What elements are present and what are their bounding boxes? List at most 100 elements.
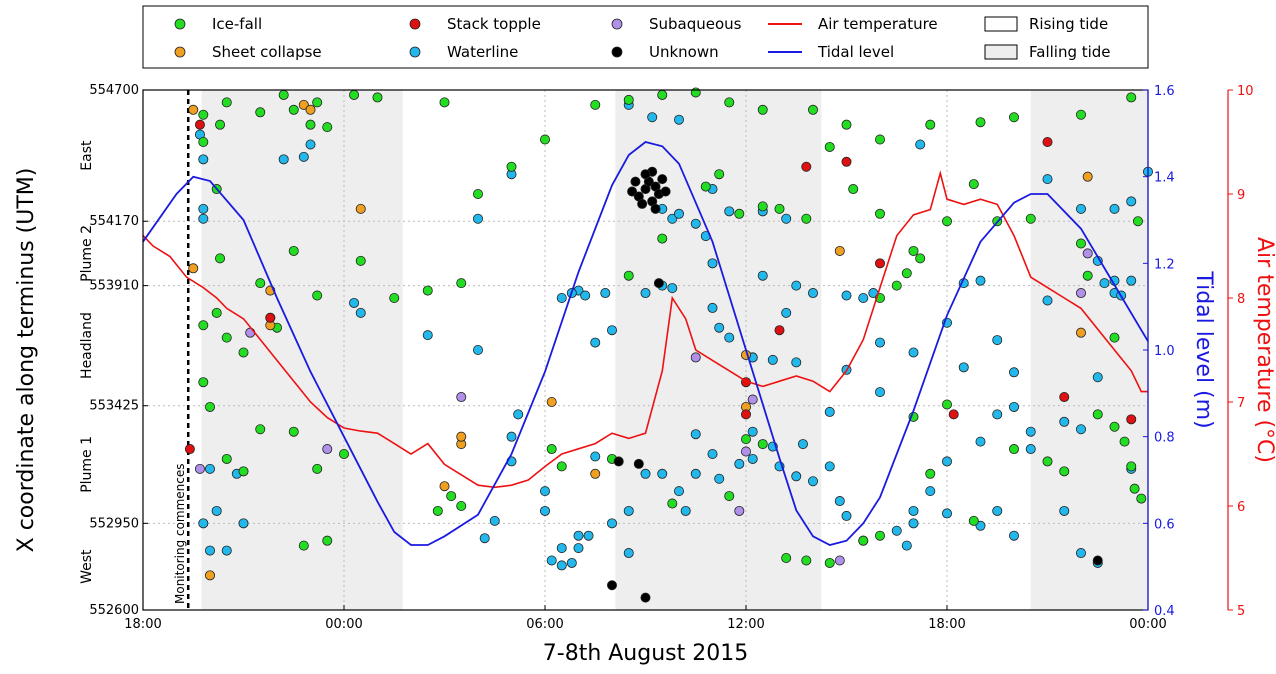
event-point-water: [714, 322, 725, 333]
event-point-water: [573, 543, 584, 554]
event-point-icefall: [472, 188, 483, 199]
event-point-water: [600, 288, 611, 299]
event-point-icefall: [506, 161, 517, 172]
event-point-water: [667, 283, 678, 294]
event-point-icefall: [312, 97, 323, 108]
event-point-water: [824, 406, 835, 417]
event-point-water: [472, 344, 483, 355]
event-point-sub: [456, 392, 467, 403]
tide-tick-label: 1.6: [1154, 84, 1175, 99]
event-point-sheet: [188, 263, 199, 274]
event-point-water: [674, 486, 685, 497]
event-point-water: [992, 409, 1003, 420]
event-point-water: [506, 431, 517, 442]
monitoring-start-label: Monitoring commences: [173, 463, 187, 604]
legend: Ice-fall Sheet collapse Stack topple Waterl…: [142, 5, 1149, 69]
event-point-water: [942, 456, 953, 467]
event-point-water: [513, 409, 524, 420]
event-point-stack: [1059, 392, 1070, 403]
event-point-water: [1076, 548, 1087, 559]
tidal-level-line: [142, 141, 1149, 546]
legend-marker-unknown: [611, 46, 623, 58]
event-point-unknown: [637, 198, 648, 209]
zone-label: Headland: [79, 312, 95, 379]
event-point-water: [349, 297, 360, 308]
event-point-stack: [841, 156, 852, 167]
event-point-water: [824, 461, 835, 472]
event-point-water: [546, 555, 557, 566]
event-point-water: [858, 292, 869, 303]
event-point-icefall: [1059, 466, 1070, 477]
y-tick-label-left: 554170: [89, 214, 139, 229]
event-point-icefall: [1009, 112, 1020, 123]
event-point-icefall: [432, 505, 443, 516]
event-point-water: [707, 448, 718, 459]
event-point-water: [204, 545, 215, 556]
event-point-icefall: [824, 557, 835, 568]
legend-label-sheet: Sheet collapse: [212, 43, 322, 61]
event-point-icefall: [278, 89, 289, 100]
event-point-water: [908, 518, 919, 529]
event-point-icefall: [968, 515, 979, 526]
axes: 18:00 00:00 06:00 12:00 18:00 00:00 7-8th Augu…: [14, 83, 1276, 666]
event-point-stack: [948, 409, 959, 420]
event-point-icefall: [215, 119, 226, 130]
legend-label-unknown: Unknown: [649, 43, 719, 61]
event-point-sub: [194, 463, 205, 474]
event-point-water: [221, 545, 232, 556]
event-point-unknown: [657, 174, 668, 185]
x-tick-label: 00:00: [325, 617, 362, 632]
event-point-icefall: [540, 134, 551, 145]
event-point-water: [1076, 203, 1087, 214]
falling-tide-span: [1030, 90, 1148, 610]
event-point-icefall: [198, 109, 209, 120]
event-point-water: [667, 213, 678, 224]
event-point-icefall: [288, 426, 299, 437]
event-point-water: [707, 258, 718, 269]
event-point-icefall: [556, 461, 567, 472]
event-point-water: [623, 505, 634, 516]
event-point-icefall: [1082, 270, 1093, 281]
x-tick-label: 00:00: [1129, 617, 1166, 632]
event-point-water: [734, 458, 745, 469]
event-point-icefall: [322, 122, 333, 133]
event-point-water: [791, 280, 802, 291]
event-point-sheet: [456, 431, 467, 442]
event-point-unknown: [627, 186, 638, 197]
event-point-water: [942, 508, 953, 519]
event-point-water: [238, 518, 249, 529]
event-point-sheet: [590, 468, 601, 479]
temp-tick-label: 5: [1237, 604, 1245, 619]
event-point-water: [573, 530, 584, 541]
event-point-icefall: [422, 285, 433, 296]
event-point-icefall: [925, 468, 936, 479]
event-point-sheet: [834, 245, 845, 256]
event-point-icefall: [1042, 456, 1053, 467]
event-point-sub: [834, 555, 845, 566]
event-point-icefall: [221, 453, 232, 464]
event-point-icefall: [221, 97, 232, 108]
event-point-sheet: [204, 570, 215, 581]
x-tick-label: 06:00: [526, 617, 563, 632]
event-point-water: [623, 548, 634, 559]
event-point-water: [747, 453, 758, 464]
event-point-icefall: [456, 278, 467, 289]
event-point-icefall: [456, 500, 467, 511]
event-point-water: [975, 520, 986, 531]
event-point-water: [674, 114, 685, 125]
event-point-water: [975, 436, 986, 447]
temp-tick-label: 9: [1237, 188, 1245, 203]
event-point-icefall: [774, 203, 785, 214]
event-point-water: [566, 557, 577, 568]
event-point-sheet: [439, 481, 450, 492]
event-point-icefall: [700, 181, 711, 192]
event-point-stack: [741, 409, 752, 420]
temp-tick-label: 10: [1237, 84, 1254, 99]
y-axis-label-left: X coordinate along terminus (UTM): [14, 168, 39, 553]
event-point-stack: [184, 444, 195, 455]
event-point-water: [640, 288, 651, 299]
event-point-icefall: [312, 463, 323, 474]
event-point-sub: [734, 505, 745, 516]
event-point-icefall: [255, 278, 266, 289]
